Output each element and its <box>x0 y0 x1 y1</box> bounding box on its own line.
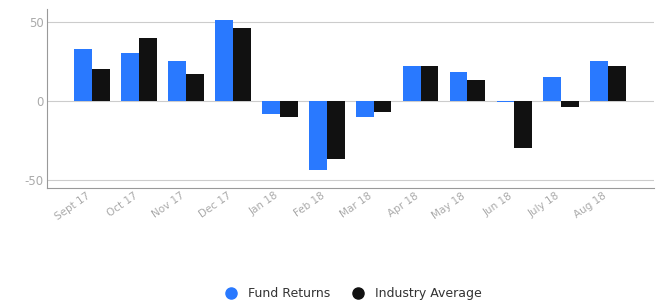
Bar <box>544 77 562 101</box>
Bar <box>92 69 110 101</box>
Bar <box>262 101 279 114</box>
Bar <box>608 66 626 101</box>
Bar <box>468 80 486 101</box>
Bar <box>562 101 579 107</box>
Bar <box>139 38 157 101</box>
Bar <box>590 61 608 101</box>
Bar <box>374 101 392 112</box>
Bar <box>450 72 468 101</box>
Bar <box>74 49 92 101</box>
Bar <box>233 28 251 101</box>
Legend: Fund Returns, Industry Average: Fund Returns, Industry Average <box>218 287 482 300</box>
Bar <box>279 101 297 117</box>
Bar <box>327 101 345 159</box>
Bar <box>356 101 374 117</box>
Bar <box>215 20 233 101</box>
Bar <box>514 101 532 148</box>
Bar <box>168 61 186 101</box>
Bar <box>309 101 327 171</box>
Bar <box>121 53 139 101</box>
Bar <box>403 66 421 101</box>
Bar <box>496 101 514 102</box>
Bar <box>421 66 438 101</box>
Bar <box>186 74 204 101</box>
